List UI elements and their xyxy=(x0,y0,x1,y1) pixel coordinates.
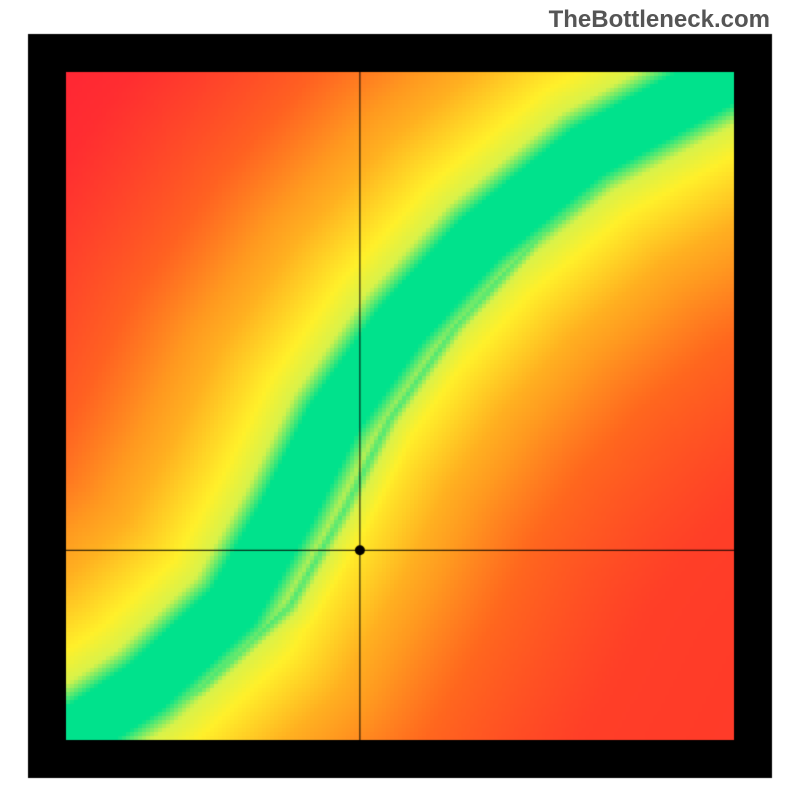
bottleneck-heatmap xyxy=(0,0,800,800)
chart-container: TheBottleneck.com xyxy=(0,0,800,800)
watermark-text: TheBottleneck.com xyxy=(549,6,770,34)
